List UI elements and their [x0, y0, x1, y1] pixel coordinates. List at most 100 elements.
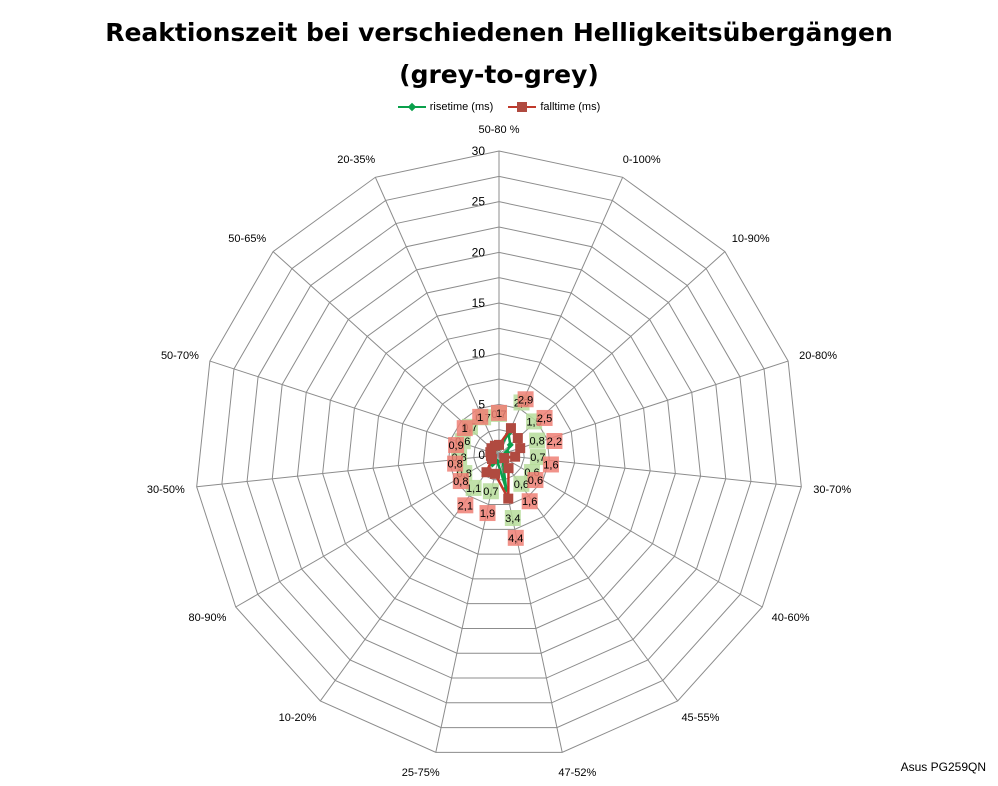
risetime-label-bg — [529, 449, 546, 466]
risetime-data-label: 0,8 — [529, 436, 544, 448]
chart-legend: risetime (ms) falltime (ms) — [0, 101, 998, 116]
category-label: 50-70% — [161, 350, 199, 362]
category-label: 40-60% — [772, 612, 810, 624]
category-label: 20-35% — [337, 154, 375, 166]
grid-spoke — [435, 454, 500, 753]
falltime-label-bg — [527, 472, 544, 489]
category-label: 50-65% — [228, 233, 266, 245]
grid-ring — [372, 327, 626, 580]
category-label: 50-80 % — [479, 124, 520, 136]
falltime-data-label: 2,5 — [537, 413, 552, 425]
axis-tick-label: 25 — [472, 195, 486, 209]
grid-spoke — [319, 454, 500, 702]
chart-title: Reaktionszeit bei verschiedenen Helligke… — [0, 12, 998, 96]
falltime-data-label: 2,2 — [547, 436, 562, 448]
falltime-data-label: 0,9 — [448, 440, 463, 452]
grid-spoke — [498, 454, 563, 753]
legend-label-falltime: falltime (ms) — [540, 101, 601, 113]
grid-spoke — [498, 454, 679, 702]
grid-ring — [322, 277, 676, 629]
grid-ring — [397, 353, 601, 555]
grid-ring — [422, 378, 576, 530]
falltime-label-bg — [457, 497, 474, 514]
falltime-label-bg — [491, 404, 507, 421]
grid-ring — [448, 403, 550, 506]
falltime-point — [503, 463, 514, 474]
category-label: 45-55% — [681, 712, 719, 724]
risetime-label-bg — [529, 432, 546, 449]
legend-label-risetime: risetime (ms) — [429, 101, 494, 113]
radar-data-labels: 0,72,31,50,80,70,60,63,40,71,10,80,80,60… — [447, 391, 563, 546]
chart-title-line1: Reaktionszeit bei verschiedenen Helligke… — [105, 18, 893, 47]
falltime-label-bg — [517, 391, 534, 408]
falltime-label-bg — [452, 473, 469, 490]
grid-ring — [271, 226, 727, 679]
risetime-label-bg — [504, 510, 521, 526]
grid-ring — [221, 175, 777, 729]
falltime-label-bg — [507, 529, 524, 546]
falltime-data-label: 1 — [462, 423, 468, 435]
radar-series — [481, 423, 526, 504]
falltime-data-label: 1 — [496, 408, 502, 420]
risetime-data-label: 0,7 — [530, 452, 545, 464]
risetime-point — [506, 441, 514, 449]
falltime-data-label: 1,6 — [543, 459, 558, 471]
falltime-point — [481, 467, 492, 478]
falltime-point — [515, 443, 526, 454]
falltime-point — [512, 433, 523, 444]
falltime-label-bg — [479, 505, 496, 522]
legend-item-risetime: risetime (ms) — [397, 101, 494, 113]
radar-grid: 0 5 10 15 20 25 30 50-80 % 0-100% 10-90% 20-80% 30-… — [147, 124, 852, 779]
risetime-data-label: 1,1 — [466, 483, 481, 495]
grid-ring — [347, 302, 651, 605]
watermark-text: Asus PG259QN — [900, 760, 986, 774]
falltime-label-bg — [456, 420, 473, 437]
legend-item-falltime: falltime (ms) — [508, 101, 600, 113]
grid-spoke — [374, 177, 500, 456]
grid-ring — [196, 150, 802, 753]
risetime-data-label: 3,4 — [505, 513, 520, 525]
risetime-label-bg — [482, 483, 499, 500]
falltime-data-label: 0,8 — [453, 476, 468, 488]
axis-tick-label: 15 — [472, 296, 486, 310]
risetime-data-label: 0,7 — [483, 486, 498, 498]
falltime-data-label: 2,1 — [458, 500, 473, 512]
falltime-data-label: 1,9 — [480, 508, 495, 520]
falltime-data-label: 1,6 — [522, 496, 537, 508]
falltime-point — [505, 423, 516, 434]
falltime-data-label: 2,9 — [518, 394, 533, 406]
falltime-point — [499, 453, 510, 464]
axis-tick-label: 10 — [472, 347, 486, 361]
falltime-label-bg — [472, 408, 489, 425]
falltime-label-bg — [448, 437, 465, 454]
falltime-label-bg — [521, 493, 538, 510]
axis-tick-label: 5 — [478, 397, 485, 411]
falltime-label-bg — [546, 432, 563, 449]
axis-tick-label: 20 — [472, 245, 486, 259]
category-label: 25-75% — [402, 767, 440, 779]
falltime-label-bg — [447, 455, 464, 472]
category-label: 0-100% — [623, 154, 661, 166]
grid-ring — [246, 201, 752, 704]
falltime-label-bg — [542, 456, 559, 473]
risetime-label-bg — [513, 475, 530, 492]
category-label: 10-20% — [279, 712, 317, 724]
axis-tick-label: 30 — [472, 144, 486, 158]
falltime-data-label: 0,6 — [528, 475, 543, 487]
category-label: 10-90% — [732, 233, 770, 245]
falltime-data-label: 1 — [477, 412, 483, 424]
falltime-point — [489, 440, 500, 451]
falltime-point — [503, 493, 514, 504]
risetime-label-bg — [465, 479, 482, 496]
category-label: 30-50% — [147, 484, 185, 496]
grid-ring — [296, 251, 702, 654]
category-label: 30-70% — [813, 484, 851, 496]
falltime-data-label: 0,8 — [447, 459, 462, 471]
falltime-data-label: 4,4 — [508, 533, 523, 545]
legend-swatch-risetime — [397, 102, 426, 112]
risetime-data-label: 0,6 — [514, 479, 529, 491]
category-label: 80-90% — [188, 612, 226, 624]
falltime-label-bg — [536, 409, 553, 426]
legend-swatch-falltime — [508, 102, 537, 112]
